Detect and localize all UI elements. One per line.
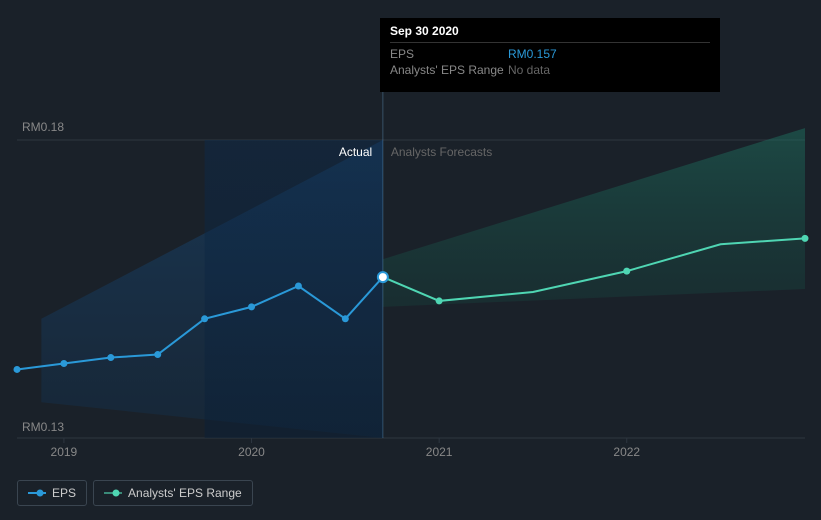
tooltip-date: Sep 30 2020 xyxy=(390,24,710,43)
legend-swatch-icon xyxy=(104,488,122,498)
legend-item[interactable]: EPS xyxy=(17,480,87,506)
tooltip-row: Analysts' EPS RangeNo data xyxy=(390,62,710,78)
chart-tooltip: Sep 30 2020 EPSRM0.157Analysts' EPS Rang… xyxy=(380,18,720,92)
x-tick-label: 2022 xyxy=(613,445,640,459)
legend-swatch-icon xyxy=(28,488,46,498)
tooltip-row-label: Analysts' EPS Range xyxy=(390,63,508,77)
y-axis-top-label: RM0.18 xyxy=(22,120,64,134)
tooltip-row-value: RM0.157 xyxy=(508,47,557,61)
chart-legend: EPS Analysts' EPS Range xyxy=(17,480,253,506)
tooltip-row-value: No data xyxy=(508,63,550,77)
tooltip-row-label: EPS xyxy=(390,47,508,61)
region-label-forecast: Analysts Forecasts xyxy=(391,145,492,159)
eps-chart: RM0.18 RM0.13 Actual Analysts Forecasts … xyxy=(0,0,821,520)
legend-item-label: EPS xyxy=(52,486,76,500)
x-tick-label: 2020 xyxy=(238,445,265,459)
legend-item[interactable]: Analysts' EPS Range xyxy=(93,480,253,506)
region-label-actual: Actual xyxy=(339,145,372,159)
x-tick-label: 2021 xyxy=(426,445,453,459)
tooltip-row: EPSRM0.157 xyxy=(390,46,710,62)
x-tick-label: 2019 xyxy=(51,445,78,459)
y-axis-bottom-label: RM0.13 xyxy=(22,420,64,434)
legend-item-label: Analysts' EPS Range xyxy=(128,486,242,500)
